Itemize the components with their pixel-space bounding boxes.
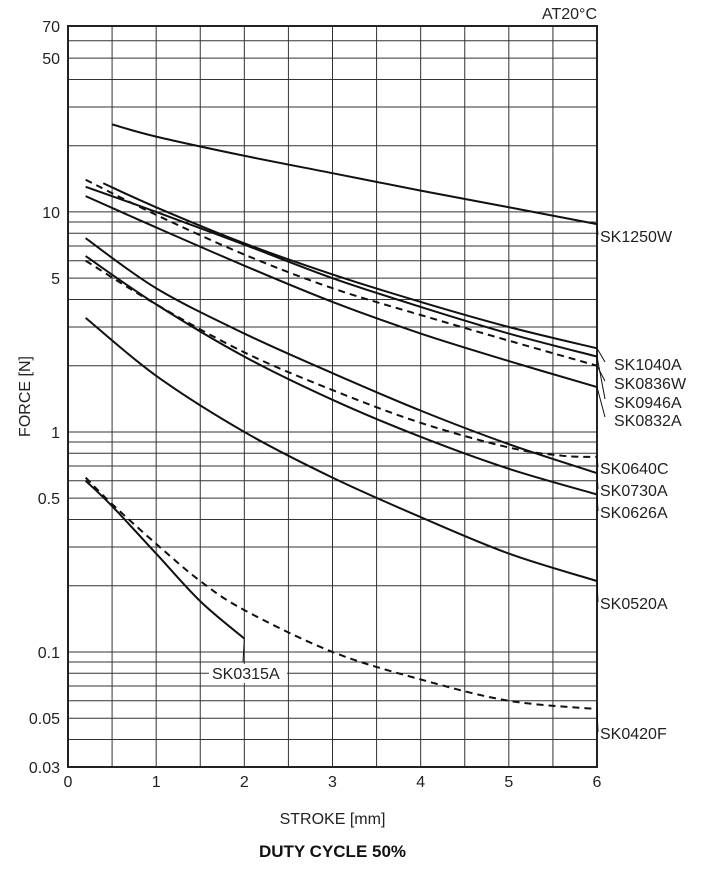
y-tick-label: 70 [42, 19, 60, 36]
y-tick-label: 0.1 [38, 645, 60, 662]
series-line-sk0730a [85, 237, 598, 475]
series-line-sk0520a [84, 317, 598, 583]
x-tick-label: 0 [64, 774, 73, 791]
x-axis-label: STROKE [mm] [280, 811, 386, 828]
y-tick-label: 10 [42, 205, 60, 222]
series-label-sk0832a: SK0832A [614, 413, 682, 430]
chart-title: DUTY CYCLE 50% [259, 842, 406, 861]
x-tick-label: 5 [504, 774, 513, 791]
series-leader-sk0836w [596, 365, 606, 382]
series-label-sk1250w: SK1250W [600, 229, 673, 246]
series-leader-sk0420f [596, 709, 599, 733]
y-tick-label: 0.03 [29, 760, 60, 777]
y-tick-label: 0.5 [38, 491, 60, 508]
series-label-sk1040a: SK1040A [614, 357, 682, 374]
series-group [84, 123, 598, 711]
series-leader-sk0946a [596, 356, 606, 400]
series-label-sk0626a: SK0626A [600, 505, 668, 522]
x-tick-label: 4 [416, 774, 425, 791]
series-leader-sk0626a [596, 494, 599, 512]
series-line-sk1250w [111, 123, 598, 226]
series-label-sk0315a: SK0315A [212, 666, 280, 683]
axis-ticks: 0 1 2 3 4 5 6 0.03 0.05 0.1 0.5 1 5 10 50 70 [29, 19, 602, 791]
y-tick-label: 1 [51, 425, 60, 442]
series-leader-sk0730a [596, 473, 599, 490]
y-tick-label: 0.05 [29, 711, 60, 728]
series-leader-sk0315a [242, 638, 245, 663]
series-label-sk0420f: SK0420F [600, 726, 667, 743]
series-line-sk0836w [85, 178, 598, 367]
series-label-sk0836w: SK0836W [614, 376, 687, 393]
series-line-sk1040a [102, 182, 598, 350]
x-tick-label: 2 [240, 774, 249, 791]
series-label-sk0520a: SK0520A [600, 596, 668, 613]
series-leader-sk0832a [596, 386, 606, 418]
series-leader-sk1250w [596, 224, 599, 236]
series-line-sk0315a [84, 480, 245, 640]
series-label-sk0730a: SK0730A [600, 483, 668, 500]
series-leader-sk1040a [596, 348, 606, 363]
series-line-sk0626a [85, 255, 598, 496]
series-label-bg-sk0315a [209, 664, 287, 683]
series-line-sk0832a [85, 195, 598, 388]
grid [68, 26, 597, 767]
series-line-sk0946a [85, 185, 598, 358]
x-tick-label: 3 [328, 774, 337, 791]
series-line-sk0420f [84, 476, 598, 711]
series-leader-sk0640c [596, 456, 599, 468]
x-tick-label: 6 [593, 774, 602, 791]
x-tick-label: 1 [152, 774, 161, 791]
series-label-sk0946a: SK0946A [614, 395, 682, 412]
plot-frame [67, 25, 598, 768]
y-tick-label: 5 [51, 271, 60, 288]
temperature-annotation: AT20°C [542, 6, 597, 23]
y-tick-label: 50 [42, 51, 60, 68]
y-axis-label: FORCE [N] [17, 356, 34, 437]
series-leader-sk0520a [596, 581, 599, 603]
series-label-sk0640c: SK0640C [600, 461, 669, 478]
